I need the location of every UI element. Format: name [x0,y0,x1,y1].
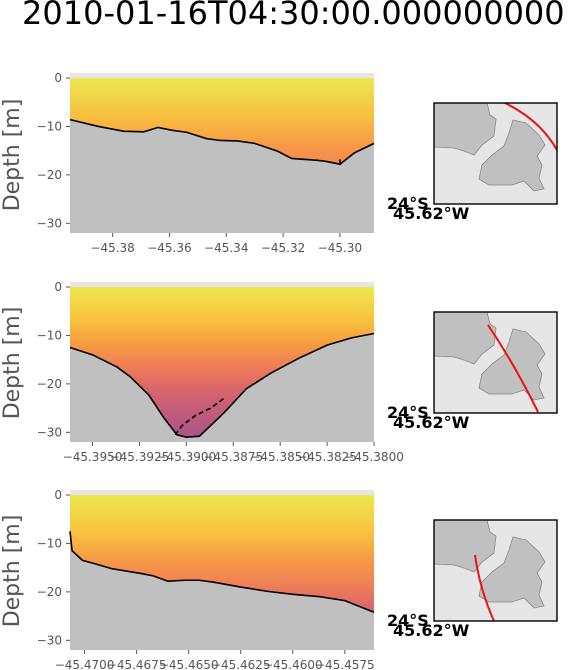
panel-3: 0−10−20−30−45.4700−45.4675−45.4650−45.46… [0,488,375,670]
y-tick-label: 0 [54,280,62,294]
y-tick-label: 0 [54,71,62,85]
x-tick-label: −45.4675 [107,658,167,670]
x-tick-label: −45.4600 [263,658,323,670]
y-tick-label: −20 [37,377,62,391]
panel-3-surface-band [70,490,374,495]
map-longitude-label: 45.62°W [393,621,470,640]
x-tick-label: −45.3800 [344,450,404,464]
x-tick-label: −45.36 [147,241,191,255]
y-tick-label: −10 [37,119,62,133]
panel-1: 0 −10 −20 −30 −45.38 −45.36 −45.34 −45.32 −45.30… [0,71,374,255]
inset-map-3: 24°S45.62°W [387,520,557,640]
y-tick-label: −20 [37,585,62,599]
y-tick-label: −10 [37,536,62,550]
y-tick-label: −30 [37,425,62,439]
x-tick-label: −45.32 [261,241,305,255]
x-tick-label: −45.4625 [211,658,271,670]
x-tick-label: −45.38 [90,241,134,255]
map-longitude-label: 45.62°W [393,413,470,432]
map-longitude-label: 45.62°W [393,204,470,223]
y-tick-label: 0 [54,488,62,502]
y-tick-label: −20 [37,168,62,182]
inset-map-1: 24°S45.62°W [387,103,557,223]
y-tick-label: −30 [37,633,62,647]
panel-3-ylabel: Depth [m] [0,515,25,628]
panel-1-ylabel: Depth [m] [0,99,25,212]
x-tick-label: −45.4650 [159,658,219,670]
y-tick-label: −10 [37,328,62,342]
x-tick-label: −45.4575 [315,658,375,670]
panel-1-surface-band [70,73,374,78]
panel-2-ylabel: Depth [m] [0,307,25,420]
inset-map-2: 24°S45.62°W [387,312,557,432]
x-tick-label: −45.34 [204,241,248,255]
panel-2-surface-band [70,282,374,287]
panel-2: 0−10−20−30−45.3950−45.3925−45.3900−45.38… [0,280,404,464]
x-tick-label: −45.30 [318,241,362,255]
x-tick-label: −45.4700 [55,658,115,670]
y-tick-label: −30 [37,216,62,230]
